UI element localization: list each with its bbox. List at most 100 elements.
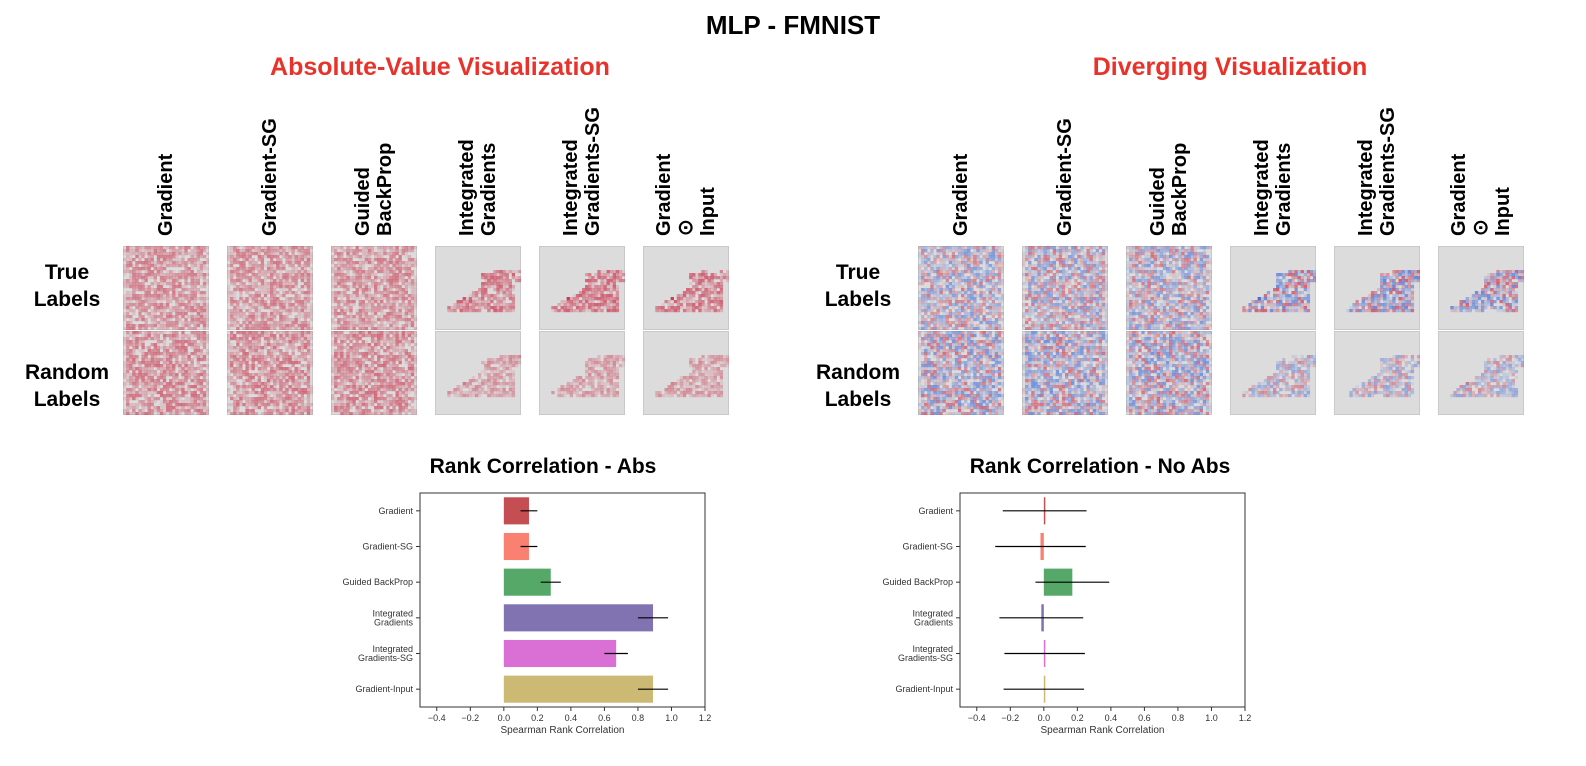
noabs-chart-ytick-label-1: Gradient-SG <box>902 542 953 552</box>
noabs-chart-xtick-label-0: −0.4 <box>968 713 986 723</box>
noabs-chart-xlabel: Spearman Rank Correlation <box>1041 725 1165 736</box>
abs-chart-ytick-label-2-line-0: Guided BackProp <box>342 577 413 587</box>
rank-correlation-abs-chart: Gradient Gradient-SG Guided BackProp Integr… <box>342 492 712 736</box>
noabs-chart-xtick-label-8: 1.2 <box>1239 713 1252 723</box>
div-col-label-3-line: Gradients <box>1273 142 1295 236</box>
div-col-label-2-line: Guided <box>1147 167 1169 236</box>
abs-col-label-5-line: Input <box>697 187 719 236</box>
rank-correlation-noabs-chart: Gradient Gradient-SG Guided BackProp Integr… <box>882 492 1252 736</box>
div-col-label-4: Integrated Gradients-SG <box>1355 107 1399 236</box>
noabs-chart-xtick-label-4: 0.4 <box>1105 713 1118 723</box>
abs-col-label-0-line: Gradient <box>155 153 177 236</box>
abs-col-label-1: Gradient-SG <box>259 118 281 236</box>
div-tile-true-0 <box>918 246 1004 330</box>
div-tile-random-0 <box>918 331 1004 415</box>
abs-chart-xtick-label-7: 1.0 <box>665 713 678 723</box>
noabs-chart-ytick-label-0-line-0: Gradient <box>918 506 953 516</box>
noabs-chart-title: Rank Correlation - No Abs <box>969 455 1231 478</box>
abs-tile-true-0 <box>123 246 209 330</box>
abs-row-label-true-line: True <box>44 261 90 284</box>
abs-row-label-true-line: Labels <box>33 288 101 311</box>
abs-section-title: Absolute-Value Visualization <box>270 53 610 81</box>
noabs-chart-ytick-label-4-line-0: Integrated <box>912 644 953 654</box>
abs-chart-xtick-label-4: 0.4 <box>565 713 578 723</box>
abs-chart-ytick-label-0: Gradient <box>378 506 413 516</box>
abs-chart-ytick-label-3-line-1: Gradients <box>374 617 414 627</box>
abs-col-label-4-line: Integrated <box>560 139 582 236</box>
abs-chart-xtick-label-2: 0.0 <box>498 713 511 723</box>
div-col-label-3: Integrated Gradients <box>1251 139 1295 236</box>
diverging-section-title: Diverging Visualization <box>1092 53 1368 81</box>
noabs-chart-xtick-label-2: 0.0 <box>1038 713 1051 723</box>
abs-chart-title: Rank Correlation - Abs <box>429 455 657 478</box>
div-tile-true-5 <box>1438 246 1524 330</box>
div-tile-random-3 <box>1230 331 1316 415</box>
abs-chart-ytick-label-1-line-0: Gradient-SG <box>362 542 413 552</box>
noabs-chart-ytick-label-3: Integrated Gradients <box>912 608 953 627</box>
div-col-label-4-line: Integrated <box>1355 139 1377 236</box>
abs-col-label-1-line: Gradient-SG <box>259 118 281 236</box>
div-col-label-1: Gradient-SG <box>1054 118 1076 236</box>
div-tile-true-4 <box>1334 246 1420 330</box>
div-col-label-5: Gradient ⊙ Input <box>1448 154 1514 236</box>
noabs-chart-ytick-label-2: Guided BackProp <box>882 577 953 587</box>
abs-tile-random-4 <box>539 331 625 415</box>
abs-col-label-4: Integrated Gradients-SG <box>560 107 604 236</box>
abs-chart-ytick-label-4-line-1: Gradients-SG <box>358 653 413 663</box>
div-row-label-random-line: Labels <box>824 388 892 411</box>
abs-col-label-2-line: Guided <box>352 167 374 236</box>
div-col-label-5-line: Input <box>1492 187 1514 236</box>
noabs-chart-ytick-label-5: Gradient-Input <box>895 684 953 694</box>
abs-col-label-0: Gradient <box>155 154 177 236</box>
abs-chart-ytick-label-3-line-0: Integrated <box>372 608 413 618</box>
noabs-chart-ytick-label-4-line-1: Gradients-SG <box>898 653 953 663</box>
div-tile-random-4 <box>1334 331 1420 415</box>
abs-tile-random-5 <box>643 331 729 415</box>
noabs-chart-ytick-label-0: Gradient <box>918 506 953 516</box>
div-tile-random-2 <box>1126 331 1212 415</box>
abs-tile-true-3 <box>435 246 521 330</box>
div-tile-true-3 <box>1230 246 1316 330</box>
abs-chart-xtick-label-8: 1.2 <box>699 713 712 723</box>
div-row-label-true: True Labels <box>803 259 913 313</box>
abs-chart-xtick-label-6: 0.8 <box>632 713 645 723</box>
abs-chart-xlabel: Spearman Rank Correlation <box>501 725 625 736</box>
noabs-chart-xtick-label-7: 1.0 <box>1205 713 1218 723</box>
abs-col-label-5: Gradient ⊙ Input <box>653 154 719 236</box>
abs-chart-bar-4 <box>503 639 617 668</box>
abs-chart-ytick-label-5-line-0: Gradient-Input <box>355 684 413 694</box>
abs-col-label-3-line: Gradients <box>478 142 500 236</box>
div-col-label-2-line: BackProp <box>1169 142 1191 236</box>
noabs-chart-xtick-label-3: 0.2 <box>1071 713 1084 723</box>
abs-chart-xtick-label-3: 0.2 <box>531 713 544 723</box>
noabs-chart-ytick-label-3-line-0: Integrated <box>912 608 953 618</box>
div-tile-random-1 <box>1022 331 1108 415</box>
abs-chart-bar-5 <box>503 675 654 703</box>
noabs-chart-ytick-label-2-line-0: Guided BackProp <box>882 577 953 587</box>
div-col-label-3-line: Integrated <box>1251 139 1273 236</box>
abs-chart-plot-frame <box>419 492 706 708</box>
abs-chart-xtick-label-1: −0.2 <box>461 713 479 723</box>
abs-tile-random-3 <box>435 331 521 415</box>
noabs-chart-ytick-label-1-line-0: Gradient-SG <box>902 542 953 552</box>
noabs-chart-ytick-label-3-line-1: Gradients <box>914 617 954 627</box>
div-tile-random-5 <box>1438 331 1524 415</box>
abs-chart-ytick-label-2: Guided BackProp <box>342 577 413 587</box>
noabs-chart-ytick-label-4: Integrated Gradients-SG <box>898 644 953 663</box>
div-row-label-true-line: True <box>835 261 881 284</box>
abs-chart-ytick-label-4-line-0: Integrated <box>372 644 413 654</box>
abs-tile-random-2 <box>331 331 417 415</box>
noabs-chart-plot-frame <box>959 492 1246 708</box>
div-col-label-0: Gradient <box>950 154 972 236</box>
abs-row-label-random-line: Random <box>25 361 109 384</box>
abs-col-label-4-line: Gradients-SG <box>582 107 604 236</box>
abs-tile-random-1 <box>227 331 313 415</box>
div-col-label-0-line: Gradient <box>950 153 972 236</box>
noabs-chart-ytick-label-5-line-0: Gradient-Input <box>895 684 953 694</box>
abs-chart-xtick-label-0: −0.4 <box>428 713 446 723</box>
abs-col-label-5-line: ⊙ <box>675 219 697 236</box>
abs-row-label-true: True Labels <box>12 259 122 313</box>
div-row-label-random: Random Labels <box>803 359 913 413</box>
abs-row-label-random-line: Labels <box>33 388 101 411</box>
abs-chart-ytick-label-5: Gradient-Input <box>355 684 413 694</box>
